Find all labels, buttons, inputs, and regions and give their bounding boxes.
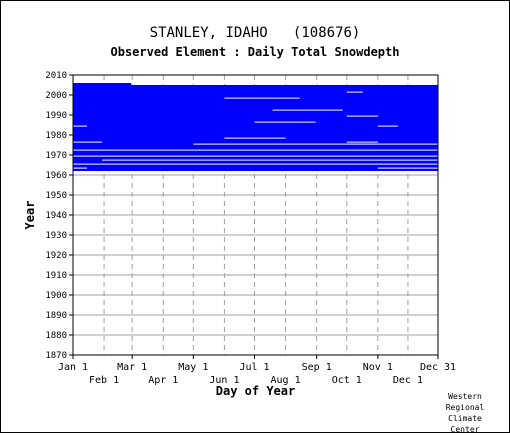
- chart-title: STANLEY, IDAHO (108676): [149, 25, 361, 41]
- data-gap: [346, 141, 378, 143]
- y-tick-label: 1880: [45, 331, 67, 341]
- data-gap: [73, 163, 438, 165]
- y-tick-label: 1950: [45, 191, 67, 201]
- data-gap: [272, 109, 343, 111]
- data-gap: [254, 121, 316, 123]
- data-band: [73, 85, 438, 171]
- x-tick-label: Dec 1: [393, 375, 423, 386]
- x-tick-label: Sep 1: [302, 362, 332, 373]
- y-tick-label: 2000: [45, 91, 67, 101]
- data-gap: [377, 167, 438, 169]
- data-gap: [73, 167, 88, 169]
- x-tick-label: Jan 1: [58, 362, 88, 373]
- y-tick-label: 1990: [45, 111, 67, 121]
- data-gap: [224, 137, 286, 139]
- wrcc-credit: Western Regional Climate Center: [435, 391, 495, 435]
- y-tick-label: 1980: [45, 131, 67, 141]
- data-gap: [346, 91, 363, 93]
- y-tick-label: 1910: [45, 271, 67, 281]
- x-tick-label: May 1: [178, 362, 208, 373]
- data-gap: [73, 149, 438, 151]
- y-tick-label: 1940: [45, 211, 67, 221]
- data-gap: [102, 159, 438, 161]
- x-tick-label: Mar 1: [117, 362, 147, 373]
- data-gap: [73, 125, 88, 127]
- x-tick-label: Feb 1: [89, 375, 119, 386]
- y-tick-label: 1920: [45, 251, 67, 261]
- y-tick-label: 2010: [45, 71, 67, 81]
- x-tick-label: Aug 1: [271, 375, 301, 386]
- y-tick-label: 1870: [45, 351, 67, 361]
- plot-border: [72, 74, 439, 356]
- credit-line: Climate: [448, 414, 482, 423]
- y-tick-label: 1900: [45, 291, 67, 301]
- x-tick-label: Jul 1: [239, 362, 269, 373]
- credit-line: Center: [450, 425, 480, 434]
- x-tick-label: Oct 1: [332, 375, 362, 386]
- data-gap: [73, 155, 438, 157]
- x-tick-label: Jun 1: [209, 375, 239, 386]
- data-gap: [224, 97, 300, 99]
- x-tick-label: Nov 1: [363, 362, 393, 373]
- y-tick-label: 1890: [45, 311, 67, 321]
- credit-line: Regional: [445, 403, 485, 412]
- data-band: [73, 83, 132, 85]
- x-axis-label: Day of Year: [216, 384, 295, 398]
- y-tick-label: 1930: [45, 231, 67, 241]
- chart-subtitle: Observed Element : Daily Total Snowdepth: [110, 45, 400, 59]
- x-tick-label: Dec 31: [420, 362, 456, 373]
- credit-line: Western: [448, 392, 482, 401]
- y-axis-label: Year: [23, 201, 37, 230]
- data-gap: [377, 125, 398, 127]
- y-tick-label: 1960: [45, 171, 67, 181]
- x-tick-label: Apr 1: [148, 375, 178, 386]
- data-gap: [73, 141, 103, 143]
- y-tick-label: 1970: [45, 151, 67, 161]
- data-gap: [193, 143, 438, 145]
- data-gap: [346, 115, 378, 117]
